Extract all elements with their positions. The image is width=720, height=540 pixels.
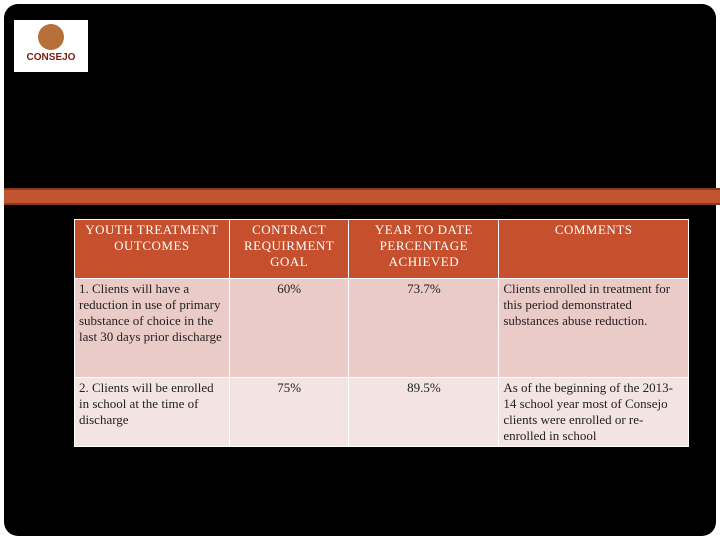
header-cell: YOUTH TREATMENT OUTCOMES: [74, 219, 230, 279]
logo: CONSEJO: [14, 20, 88, 72]
header-cell: CONTRACT REQUIRMENT GOAL: [228, 219, 350, 279]
table-cell: 1. Clients will have a reduction in use …: [74, 278, 230, 378]
table-cell: Clients enrolled in treatment for this p…: [498, 278, 689, 378]
table-cell: As of the beginning of the 2013-14 schoo…: [498, 377, 689, 447]
outcomes-table: YOUTH TREATMENT OUTCOMES CONTRACT REQUIR…: [74, 219, 689, 447]
slide: CONSEJO YOUTH TREATMENT OUTCOMES CONTRAC…: [4, 4, 720, 536]
table-cell: 73.7%: [348, 278, 500, 378]
header-row: YOUTH TREATMENT OUTCOMES CONTRACT REQUIR…: [74, 219, 689, 279]
logo-emblem: [38, 24, 64, 50]
table-cell: 60%: [228, 278, 350, 378]
header-cell: YEAR TO DATE PERCENTAGE ACHIEVED: [348, 219, 500, 279]
logo-text: CONSEJO: [26, 52, 76, 63]
table-row: 1. Clients will have a reduction in use …: [74, 278, 689, 378]
accent-stripe: [4, 188, 720, 205]
table-cell: 89.5%: [348, 377, 500, 447]
table-cell: 75%: [228, 377, 350, 447]
table-row: 2. Clients will be enrolled in school at…: [74, 377, 689, 447]
header-cell: COMMENTS: [498, 219, 689, 279]
table-cell: 2. Clients will be enrolled in school at…: [74, 377, 230, 447]
